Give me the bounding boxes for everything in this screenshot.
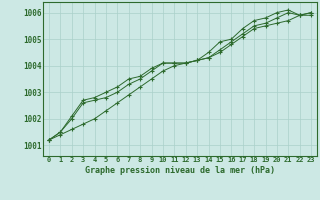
- X-axis label: Graphe pression niveau de la mer (hPa): Graphe pression niveau de la mer (hPa): [85, 166, 275, 175]
